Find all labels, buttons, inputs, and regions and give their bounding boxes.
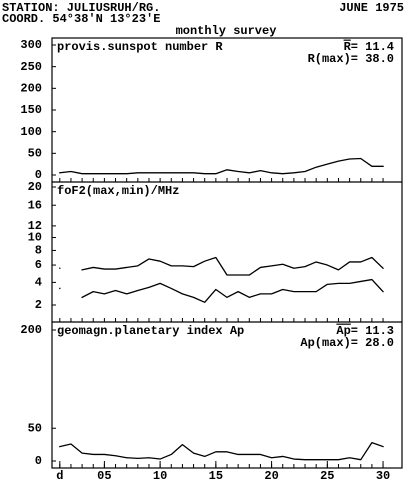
coordinates: COORD. 54°38'N 13°23'E [2, 12, 160, 26]
panel-title: provis.sunspot number R [57, 40, 223, 54]
y-tick-label: 250 [20, 60, 42, 74]
x-tick-label: 05 [97, 469, 111, 480]
y-tick-label: 6 [35, 258, 42, 272]
x-tick-label: 15 [209, 469, 223, 480]
annotation: Ap= 11.3 [336, 324, 394, 338]
y-tick-label: 4 [35, 276, 42, 290]
y-tick-label: 200 [20, 82, 42, 96]
y-tick-label: 0 [35, 168, 42, 182]
y-tick-label: 200 [20, 323, 42, 337]
annotation: R(max)= 38.0 [308, 52, 394, 66]
y-tick-label: 12 [28, 219, 42, 233]
frame [51, 37, 403, 469]
y-tick-label: 50 [28, 147, 42, 161]
y-tick-label: 10 [28, 231, 42, 245]
y-tick-label: 16 [28, 198, 42, 212]
data-line [59, 256, 384, 276]
x-tick-label: d [56, 469, 63, 480]
y-tick-label: 8 [35, 244, 42, 258]
panel-title: foF2(max,min)/MHz [57, 184, 179, 198]
y-tick-label: 20 [28, 180, 42, 194]
station: STATION: JULIUSRUH/RG. [2, 1, 160, 15]
x-tick-label: 25 [320, 469, 334, 480]
x-tick-label: 20 [264, 469, 278, 480]
annotation: R= 11.4 [344, 40, 394, 54]
data-line [59, 278, 384, 303]
annotation: Ap(max)= 28.0 [300, 336, 394, 350]
data-line [59, 157, 384, 175]
y-tick-label: 100 [20, 125, 42, 139]
subtitle: monthly survey [176, 24, 277, 38]
data-line [59, 442, 384, 461]
x-tick-label: 10 [153, 469, 167, 480]
y-tick-label: 50 [28, 421, 42, 435]
panel-title: geomagn.planetary index Ap [57, 324, 244, 338]
month: JUNE 1975 [339, 1, 404, 15]
y-tick-label: 150 [20, 103, 42, 117]
x-tick-label: 30 [376, 469, 390, 480]
y-tick-label: 0 [35, 454, 42, 468]
y-tick-label: 300 [20, 38, 42, 52]
y-tick-label: 2 [35, 298, 42, 312]
